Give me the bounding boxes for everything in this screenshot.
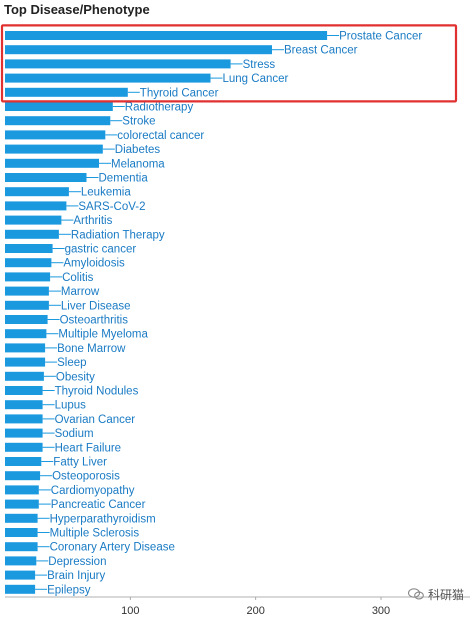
bar-label-fatty-liver: Fatty Liver [53,457,107,469]
bar-colitis [5,272,51,282]
bar-prostate-cancer [5,31,328,40]
bar-label-coronary-artery-disease: Coronary Artery Disease [50,542,175,554]
bar-multiple-sclerosis [5,528,38,537]
bar-stroke [5,116,111,126]
bar-fatty-liver [5,457,42,466]
bar-label-liver-disease: Liver Disease [61,300,131,312]
bar-osteoporosis [5,471,41,481]
bar-label-colorectal-cancer: colorectal cancer [117,130,204,142]
bar-label-radiation-therapy: Radiation Therapy [71,229,165,241]
watermark: 科研猫 [407,586,464,603]
bar-label-depression: Depression [48,556,106,568]
bar-label-stress: Stress [243,59,276,71]
bar-label-lupus: Lupus [55,400,87,412]
wechat-icon [407,588,424,600]
bar-sleep [5,357,46,367]
bar-liver-disease [5,300,49,310]
bar-hyperparathyroidism [5,513,38,523]
bar-breast-cancer [5,45,272,55]
bar-marrow [5,286,49,296]
bar-label-osteoarthritis: Osteoarthritis [60,315,129,327]
bar-cardiomyopathy [5,485,39,495]
bar-label-obesity: Obesity [56,371,95,383]
bar-label-diabetes: Diabetes [115,144,161,156]
bar-labels-layer: Prostate Cancer Breast Cancer Stress Lung C… [47,31,422,597]
bar-label-sars-cov-2: SARS-CoV-2 [78,201,145,213]
bar-thyroid-nodules [5,386,43,395]
bar-label-lung-cancer: Lung Cancer [223,73,289,85]
bar-label-brain-injury: Brain Injury [47,570,105,582]
bar-label-arthritis: Arthritis [73,215,112,227]
bar-label-sleep: Sleep [57,357,86,369]
bar-melanoma [5,158,99,168]
watermark-text: 科研猫 [427,588,464,602]
highlight-box [0,24,458,103]
bar-bone-marrow [5,343,46,353]
bar-coronary-artery-disease [5,542,38,552]
bar-label-bone-marrow: Bone Marrow [57,343,126,355]
bar-label-breast-cancer: Breast Cancer [284,45,358,57]
bar-thyroid-cancer [5,87,128,97]
bar-sodium [5,428,43,438]
bar-radiotherapy [5,102,113,111]
bar-lung-cancer [5,73,211,83]
chart-title: Top Disease/Phenotype [4,2,150,17]
bar-label-stroke: Stroke [122,116,155,128]
bar-label-heart-failure: Heart Failure [55,442,121,454]
bar-sars-cov-2 [5,201,67,211]
bar-label-osteoporosis: Osteoporosis [52,471,120,483]
bar-osteoarthritis [5,315,48,324]
bar-heart-failure [5,442,43,452]
bar-label-hyperparathyroidism: Hyperparathyroidism [50,513,156,525]
bar-arthritis [5,215,62,225]
bar-brain-injury [5,570,36,580]
bar-diabetes [5,144,103,154]
bar-label-pancreatic-cancer: Pancreatic Cancer [51,499,146,511]
bar-label-radiotherapy: Radiotherapy [125,102,194,114]
bar-amyloidosis [5,258,52,268]
bar-radiation-therapy [5,229,59,239]
bar-label-dementia: Dementia [99,173,149,185]
bar-label-leukemia: Leukemia [81,187,131,199]
bar-epilepsy [5,584,36,594]
bar-multiple-myeloma [5,329,47,339]
bar-label-amyloidosis: Amyloidosis [63,258,125,270]
bar-label-marrow: Marrow [61,286,100,298]
bar-stress [5,59,231,69]
bar-label-epilepsy: Epilepsy [47,584,91,596]
bar-label-thyroid-nodules: Thyroid Nodules [55,386,139,398]
bar-label-colitis: Colitis [62,272,94,284]
bar-obesity [5,371,44,381]
bar-label-prostate-cancer: Prostate Cancer [339,31,422,43]
bar-label-melanoma: Melanoma [111,158,165,170]
x-tick-label-100: 100 [121,605,139,617]
bar-ovarian-cancer [5,414,43,424]
bar-gastric-cancer [5,244,53,253]
bar-label-sodium: Sodium [55,428,94,440]
bar-leukemia [5,187,69,197]
bar-label-gastric-cancer: gastric cancer [65,244,137,256]
x-tick-label-200: 200 [247,605,265,617]
bar-lupus [5,400,43,410]
bar-label-multiple-sclerosis: Multiple Sclerosis [50,528,140,540]
bar-colorectal-cancer [5,130,106,140]
bars-layer [5,31,340,594]
bar-label-multiple-myeloma: Multiple Myeloma [58,329,148,341]
bar-label-ovarian-cancer: Ovarian Cancer [55,414,136,426]
bar-pancreatic-cancer [5,499,39,509]
x-axis: 100 200 300 [5,596,470,617]
bar-label-cardiomyopathy: Cardiomyopathy [51,485,135,497]
bar-depression [5,556,37,566]
bar-dementia [5,173,87,182]
bar-label-thyroid-cancer: Thyroid Cancer [140,87,219,99]
x-tick-label-300: 300 [372,605,390,617]
